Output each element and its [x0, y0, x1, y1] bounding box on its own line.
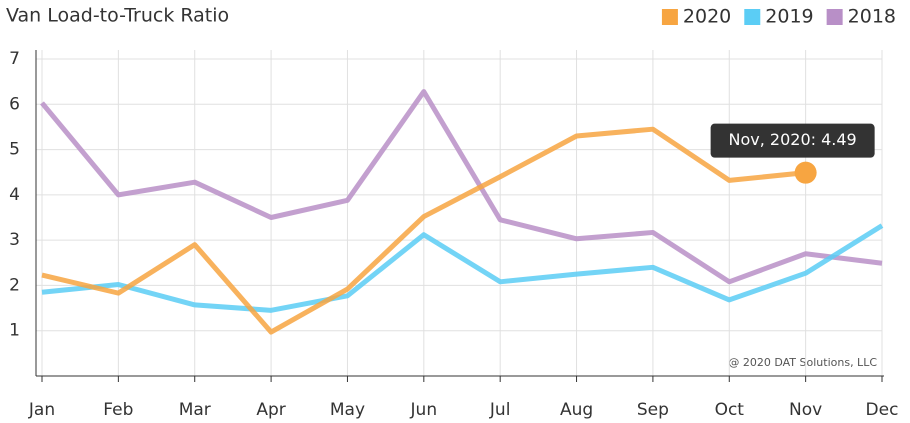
tooltip-text: Nov, 2020: 4.49: [729, 130, 857, 149]
series-line: [41, 126, 806, 335]
tooltip-box: [710, 123, 875, 158]
series-line: [40, 89, 883, 285]
x-tick-label: Nov: [789, 400, 822, 420]
x-tick-label: Sep: [637, 400, 669, 420]
x-tick-label: Jul: [489, 400, 511, 420]
x-tick-label: Mar: [179, 400, 211, 420]
grid: [36, 50, 883, 376]
y-tick-label: 1: [9, 321, 20, 341]
legend-label: 2019: [765, 6, 813, 28]
x-tick-label: Dec: [866, 400, 899, 420]
legend-swatch: [744, 9, 761, 25]
legend-swatch: [826, 9, 843, 25]
legend-swatch: [661, 9, 678, 25]
hover-point: [794, 161, 817, 184]
y-tick-label: 4: [9, 185, 20, 205]
x-tick-label: Oct: [715, 400, 745, 420]
legend-label: 2020: [683, 6, 731, 28]
credit: @ 2020 DAT Solutions, LLC: [728, 356, 877, 369]
legend-label: 2018: [848, 6, 896, 28]
x-tick-label: May: [330, 400, 365, 420]
x-tick-label: Aug: [560, 400, 593, 420]
y-tick-label: 5: [9, 140, 20, 160]
y-tick-label: 2: [9, 275, 20, 295]
series-line: [41, 223, 884, 313]
x-tick-label: Apr: [256, 400, 285, 420]
y-tick-label: 3: [9, 230, 20, 250]
y-tick-label: 7: [9, 49, 20, 69]
x-tick-label: Jan: [28, 400, 55, 420]
y-tick-label: 6: [9, 94, 20, 114]
x-tick-label: Jun: [410, 400, 438, 420]
chart-title: Van Load-to-Truck Ratio: [6, 5, 229, 27]
x-tick-label: Feb: [103, 400, 133, 420]
